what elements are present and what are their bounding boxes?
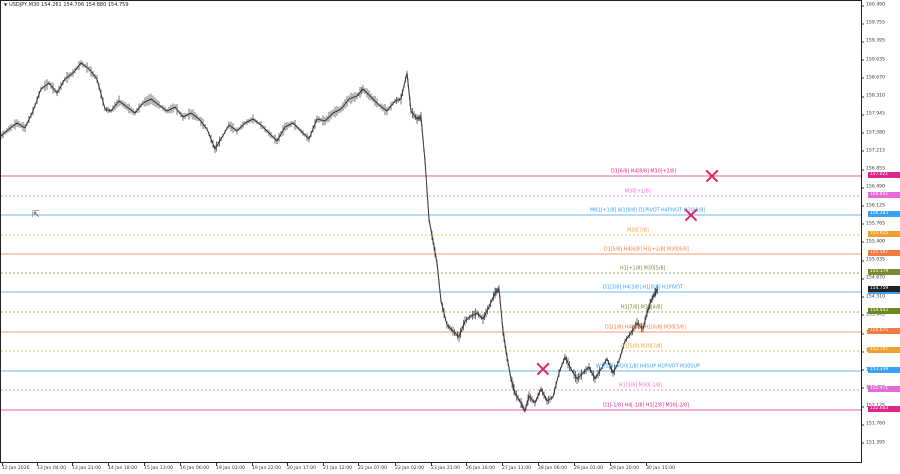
price-tick-label: 153.945	[861, 312, 885, 318]
level-price-tag: 155.915	[868, 231, 900, 237]
price-tick-label: 154.670	[861, 275, 885, 281]
symbol-info: ▼ USDJPY,M30 154.261 154.706 154.880 154.…	[4, 2, 129, 8]
level-price-tag: 154.075	[868, 328, 900, 334]
price-tick-label: 155.035	[861, 257, 885, 263]
level-label: H1[5/8] M30[2/8]	[621, 344, 663, 350]
price-tick-label: 155.400	[861, 239, 885, 245]
level-price-tag: 154.443	[868, 308, 900, 314]
level-price-tag: 152.603	[868, 406, 900, 412]
level-price-tag: 155.179	[868, 269, 900, 275]
price-tick-label: 156.490	[861, 184, 885, 190]
time-tick-label: 16 Jan 06:00	[180, 463, 210, 471]
level-label: D1[3/8] H4[3/8] H1[8/8] H1PIVOT	[603, 285, 683, 291]
time-axis[interactable]: 12 Jan 2026 13 Jan 04:00 13 Jan 21:00 14 Ja…	[0, 463, 862, 474]
price-axis[interactable]: 160.490 159.755 159.395 159.035 158.670 158.3…	[861, 0, 900, 463]
level-price-tag: 155.547	[868, 250, 900, 256]
price-tick-label: 157.215	[861, 148, 885, 154]
mouse-cursor-icon: ⇱	[32, 210, 40, 220]
price-tick-label: 155.765	[861, 221, 885, 227]
level-price-tag: 152.971	[868, 386, 900, 392]
level-label: W1[5/8] M30[1/8] H4SUP H1PIVOT M30SUP	[596, 364, 700, 370]
symbol-triangle-icon: ▼	[4, 2, 8, 7]
level-label: H1[3/8] M30[-1/8]	[619, 383, 663, 389]
time-tick-label: 20 Jan 17:00	[287, 463, 317, 471]
time-tick-label: 29 Jan 01:00	[574, 463, 604, 471]
time-tick-label: 27 Jan 11:00	[502, 463, 532, 471]
time-tick-label: 28 Jan 06:00	[538, 463, 568, 471]
x-marker	[536, 362, 550, 376]
x-marker	[684, 208, 698, 222]
price-tick-label: 159.395	[861, 38, 885, 44]
level-price-tag: 156.283	[868, 211, 900, 217]
level-label: D1[5/8] H4[6/8] H1[+2/8] M30[6/8]	[604, 247, 689, 253]
time-tick-label: 23 Jan 21:00	[431, 463, 461, 471]
price-tick-label: 160.490	[861, 2, 885, 8]
time-tick-label: 13 Jan 04:00	[37, 463, 67, 471]
price-tick-label: 157.945	[861, 111, 885, 117]
time-tick-label: 19 Jan 03:00	[216, 463, 246, 471]
level-label: D1[1/8] H4[2/8] H1[6/8] M30[3/8]	[605, 325, 686, 331]
time-tick-label: 21 Jan 12:00	[323, 463, 353, 471]
time-tick-label: 15 Jan 13:00	[144, 463, 174, 471]
time-tick-label: 23 Jan 02:00	[395, 463, 425, 471]
price-tick-label: 159.035	[861, 57, 885, 63]
level-price-tag: 153.707	[868, 347, 900, 353]
price-tick-label: 151.760	[861, 421, 885, 427]
time-tick-label: 13 Jan 21:00	[72, 463, 102, 471]
time-tick-label: 12 Jan 2026	[2, 463, 30, 471]
level-label: M30[7/8]	[627, 228, 649, 234]
time-tick-label: 22 Jan 07:00	[358, 463, 388, 471]
time-tick-label: 29 Jan 20:00	[610, 463, 640, 471]
level-label: M30[+1/8]	[625, 189, 651, 195]
level-label: H1[+1/8] M30[5/8]	[620, 266, 666, 272]
price-tick-label: 158.670	[861, 75, 885, 81]
price-tick-label: 156.125	[861, 203, 885, 209]
level-price-tag: 157.021	[868, 172, 900, 178]
time-tick-label: 26 Jan 16:00	[466, 463, 496, 471]
level-label: H1[7/8] M30[4/8]	[621, 305, 663, 311]
price-series-line	[1, 62, 659, 413]
x-marker	[705, 169, 719, 183]
time-tick-label: 30 Jan 15:00	[646, 463, 676, 471]
price-tick-label: 151.395	[861, 440, 885, 446]
chart-plot-area[interactable]: ▼ USDJPY,M30 154.261 154.706 154.880 154.…	[0, 0, 862, 463]
level-label: D1[6/8] H4[8/8] M30[+2/8]	[611, 169, 677, 175]
time-tick-label: 14 Jan 18:00	[108, 463, 138, 471]
level-label: MN1[+1/8] W1[8/8] D1PIVOT H4PIVOT M30[8/…	[590, 208, 706, 214]
price-tick-label: 154.310	[861, 294, 885, 300]
level-price-tag: 153.339	[868, 367, 900, 373]
price-tick-label: 156.855	[861, 166, 885, 172]
time-tick-label: 19 Jan 22:00	[252, 463, 282, 471]
level-label: D1[-1/8] H4[-1/8] H1[2/8] M30[-2/8]	[603, 403, 689, 409]
price-tick-label: 157.580	[861, 130, 885, 136]
price-chart-svg	[1, 60, 861, 413]
price-tick-label: 158.310	[861, 93, 885, 99]
current-price-tag: 154.759	[868, 286, 900, 292]
level-price-tag: 156.651	[868, 192, 900, 198]
price-tick-label: 159.755	[861, 20, 885, 26]
symbol-name: USDJPY,M30	[9, 2, 40, 8]
symbol-ohlc: 154.261 154.706 154.880 154.759	[41, 2, 129, 8]
